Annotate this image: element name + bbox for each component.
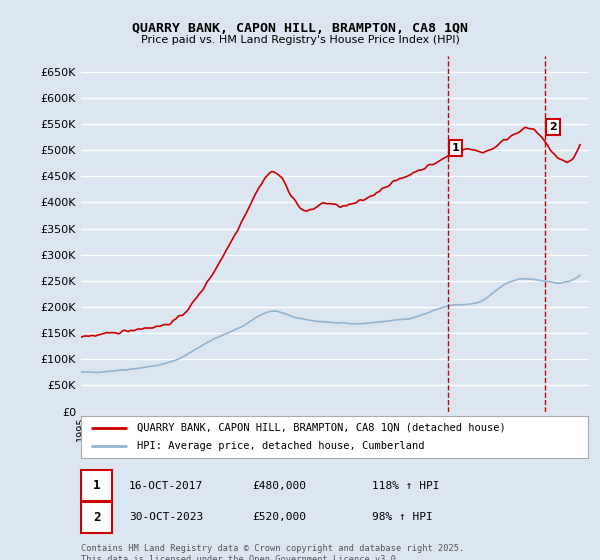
Text: 118% ↑ HPI: 118% ↑ HPI	[372, 480, 439, 491]
Text: HPI: Average price, detached house, Cumberland: HPI: Average price, detached house, Cumb…	[137, 441, 424, 451]
Text: 1: 1	[93, 479, 100, 492]
Text: Contains HM Land Registry data © Crown copyright and database right 2025.
This d: Contains HM Land Registry data © Crown c…	[81, 544, 464, 560]
Text: 2: 2	[549, 122, 557, 132]
Text: £480,000: £480,000	[252, 480, 306, 491]
Text: 2: 2	[93, 511, 100, 524]
Text: QUARRY BANK, CAPON HILL, BRAMPTON, CA8 1QN: QUARRY BANK, CAPON HILL, BRAMPTON, CA8 1…	[132, 22, 468, 35]
Text: 98% ↑ HPI: 98% ↑ HPI	[372, 512, 433, 522]
Text: £520,000: £520,000	[252, 512, 306, 522]
Text: Price paid vs. HM Land Registry's House Price Index (HPI): Price paid vs. HM Land Registry's House …	[140, 35, 460, 45]
Text: 1: 1	[452, 143, 460, 153]
Text: 16-OCT-2017: 16-OCT-2017	[129, 480, 203, 491]
Text: 30-OCT-2023: 30-OCT-2023	[129, 512, 203, 522]
Text: QUARRY BANK, CAPON HILL, BRAMPTON, CA8 1QN (detached house): QUARRY BANK, CAPON HILL, BRAMPTON, CA8 1…	[137, 423, 506, 433]
